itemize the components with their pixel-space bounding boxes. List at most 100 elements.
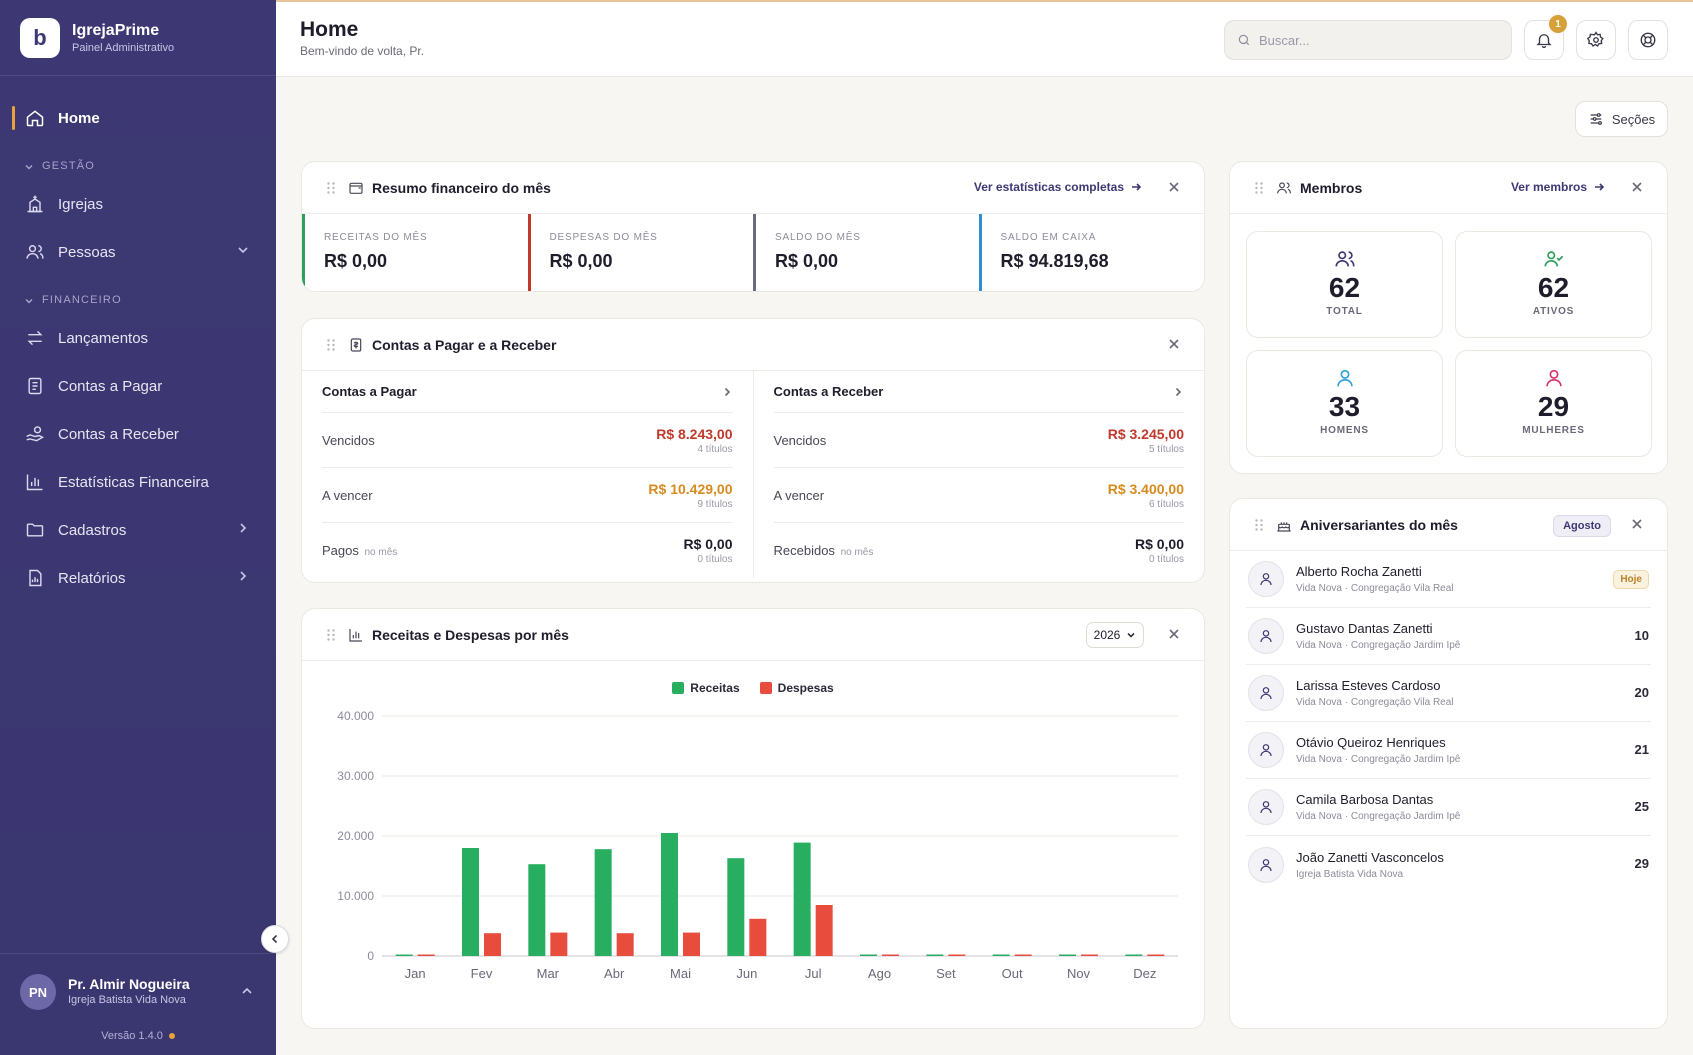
birthdays-card: Aniversariantes do mês Agosto Alberto Ro… (1229, 498, 1668, 1029)
sidebar-item-contas-pagar[interactable]: Contas a Pagar (0, 362, 276, 410)
sidebar-item-home[interactable]: Home (0, 94, 276, 142)
view-members-link[interactable]: Ver membros (1511, 180, 1605, 194)
chevron-up-icon[interactable] (240, 984, 254, 998)
chevron-right-icon (1175, 387, 1182, 396)
bar-despesas-set (948, 954, 966, 956)
drag-handle-icon[interactable] (1254, 181, 1264, 195)
collapse-sidebar-button[interactable] (261, 925, 289, 953)
legend-label: Despesas (777, 681, 834, 695)
sidebar-item-igrejas[interactable]: Igrejas (0, 180, 276, 228)
view-stats-link[interactable]: Ver estatísticas completas (974, 180, 1142, 194)
payable-row-a-vencer[interactable]: A vencer R$ 10.429,00 9 títulos (322, 468, 733, 523)
help-button[interactable] (1628, 20, 1668, 60)
row-note: no mês (364, 547, 398, 558)
payable-row-pagos[interactable]: Pagos no mês R$ 0,00 0 títulos (322, 523, 733, 578)
payable-row-vencidos[interactable]: Vencidos R$ 8.243,00 4 títulos (322, 413, 733, 468)
sidebar: b IgrejaPrime Painel Administrativo Home… (0, 0, 276, 1055)
sidebar-item-cadastros[interactable]: Cadastros (0, 506, 276, 554)
search-placeholder: Buscar... (1259, 32, 1310, 48)
bar-receitas-out (992, 954, 1010, 956)
drag-handle-icon[interactable] (326, 338, 336, 352)
month-badge[interactable]: Agosto (1553, 515, 1611, 537)
member-stat-homens[interactable]: 33 HOMENS (1246, 350, 1443, 457)
member-stat-ativos[interactable]: 62 ATIVOS (1455, 231, 1652, 338)
nav-section-financeiro[interactable]: FINANCEIRO (0, 276, 276, 314)
sidebar-item-relatorios[interactable]: Relatórios (0, 554, 276, 602)
card-title: Membros (1300, 179, 1363, 196)
y-tick-label: 10.000 (337, 889, 374, 903)
person-congregation: Vida Nova · Congregação Jardim Ipê (1296, 754, 1461, 765)
brand[interactable]: b IgrejaPrime Painel Administrativo (0, 0, 276, 76)
member-stat-mulheres[interactable]: 29 MULHERES (1455, 350, 1652, 457)
bar-receitas-mai (661, 833, 678, 956)
sections-button[interactable]: Seções (1575, 101, 1668, 137)
bar-despesas-dez (1147, 954, 1165, 956)
user-icon (1260, 573, 1272, 586)
year-select[interactable]: 2026 (1086, 622, 1144, 648)
close-icon[interactable] (1168, 181, 1180, 193)
bar-receitas-jun (727, 858, 745, 956)
list-item[interactable]: Camila Barbosa Dantas Vida Nova · Congreg… (1246, 779, 1651, 836)
user-icon (1260, 630, 1272, 643)
stat-label: HOMENS (1320, 425, 1369, 436)
arrow-right-icon (1132, 183, 1142, 191)
receivable-header[interactable]: Contas a Receber (773, 371, 1184, 413)
list-item[interactable]: Otávio Queiroz Henriques Vida Nova · Cong… (1246, 722, 1651, 779)
search-icon (1238, 34, 1250, 46)
row-amount: R$ 8.243,00 4 títulos (656, 426, 732, 455)
payable-header[interactable]: Contas a Pagar (322, 371, 733, 413)
chevron-down-icon (1127, 632, 1135, 638)
member-stat-total[interactable]: 62 TOTAL (1246, 231, 1443, 338)
close-icon[interactable] (1168, 338, 1180, 350)
y-tick-label: 0 (367, 949, 374, 963)
list-item[interactable]: Larissa Esteves Cardoso Vida Nova · Congr… (1246, 665, 1651, 722)
legend-item-receitas[interactable]: Receitas (672, 681, 740, 695)
row-value: R$ 3.245,00 (1107, 425, 1184, 442)
row-label-text: A vencer (773, 487, 825, 503)
legend-item-despesas[interactable]: Despesas (759, 681, 834, 695)
notifications-button[interactable]: 1 (1524, 15, 1567, 60)
nav-section-gestao[interactable]: GESTÃO (0, 142, 276, 180)
sidebar-item-lancamentos[interactable]: Lançamentos (0, 314, 276, 362)
sidebar-item-estatisticas[interactable]: Estatísticas Financeira (0, 458, 276, 506)
cake-icon (1276, 517, 1292, 533)
bar-despesas-mar (550, 932, 568, 956)
settings-button[interactable] (1576, 20, 1616, 60)
topbar: Home Bem-vindo de volta, Pr. Buscar... 1 (276, 0, 1693, 77)
search-input[interactable]: Buscar... (1224, 20, 1512, 60)
sidebar-item-pessoas[interactable]: Pessoas (0, 228, 276, 276)
receivable-row-vencidos[interactable]: Vencidos R$ 3.245,00 5 títulos (773, 413, 1184, 468)
close-icon[interactable] (1631, 518, 1643, 530)
drag-handle-icon[interactable] (326, 181, 336, 195)
accent-bar (302, 214, 305, 291)
page-title: Home (300, 18, 359, 41)
list-item[interactable]: Gustavo Dantas Zanetti Vida Nova · Congre… (1246, 608, 1651, 665)
close-icon[interactable] (1631, 181, 1643, 193)
arrows-exchange-icon (24, 327, 46, 349)
close-icon[interactable] (1168, 628, 1180, 640)
user-profile[interactable]: PN Pr. Almir Nogueira Igreja Batista Vid… (0, 953, 276, 1055)
drag-handle-icon[interactable] (326, 628, 336, 642)
list-item[interactable]: Alberto Rocha Zanetti Vida Nova · Congreg… (1246, 551, 1651, 608)
sidebar-item-contas-receber[interactable]: Contas a Receber (0, 410, 276, 458)
y-tick-label: 40.000 (337, 709, 374, 723)
bar-despesas-abr (616, 933, 634, 956)
bar-despesas-jun (749, 918, 767, 956)
x-tick-label: Jan (405, 966, 426, 981)
user-icon (1456, 367, 1651, 389)
finance-stat-saldo-caixa: SALDO EM CAIXA R$ 94.819,68 (978, 214, 1205, 291)
drag-handle-icon[interactable] (1254, 518, 1264, 532)
receivable-row-recebidos[interactable]: Recebidos no mês R$ 0,00 0 títulos (774, 523, 1185, 578)
bar-despesas-jul (815, 905, 833, 956)
bar-despesas-jan (417, 954, 435, 956)
card-title: Contas a Pagar e a Receber (372, 336, 557, 353)
card-header: Membros Ver membros (1230, 162, 1667, 214)
list-item[interactable]: João Zanetti Vasconcelos Igreja Batista V… (1246, 836, 1651, 893)
receivable-row-a-vencer[interactable]: A vencer R$ 3.400,00 6 títulos (773, 468, 1184, 523)
x-tick-label: Set (936, 966, 956, 981)
sidebar-item-label: Pessoas (58, 243, 116, 261)
birthday-day: 21 (1634, 742, 1649, 757)
stat-label: TOTAL (1326, 306, 1363, 317)
stat-label: RECEITAS DO MÊS (324, 232, 428, 243)
x-tick-label: Jun (736, 966, 757, 981)
